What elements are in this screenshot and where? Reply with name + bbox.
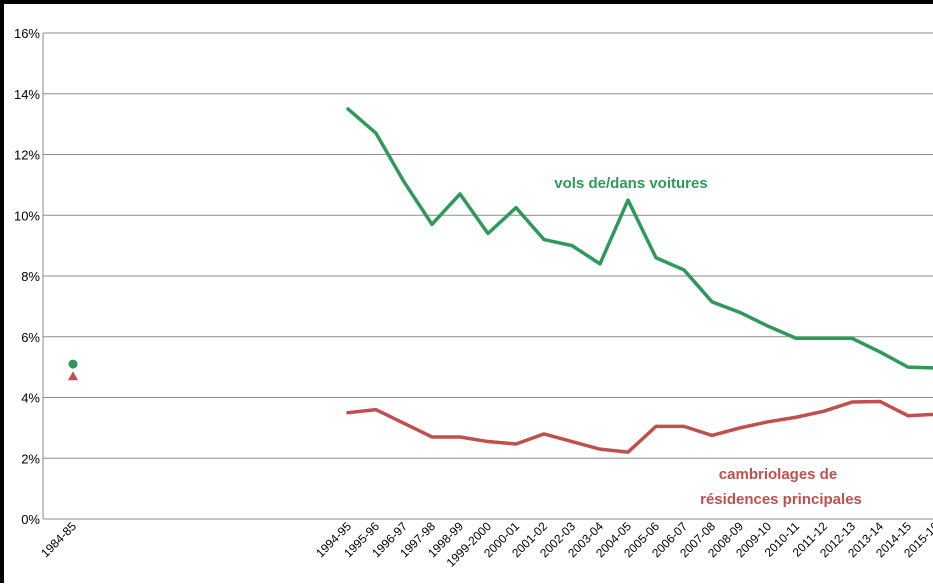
series-label-vols: vols de/dans voitures	[554, 175, 707, 192]
series-line-0	[346, 107, 933, 370]
line-chart: 0% 2% 4% 6% 8% 10% 12% 14% 16% 1984-85 1994-95199…	[14, 26, 933, 570]
y-tick-labels: 0% 2% 4% 6% 8% 10% 12% 14% 16%	[14, 26, 40, 527]
series-lines	[346, 107, 933, 454]
y-tick-label: 10%	[14, 208, 40, 223]
series-line-1	[346, 399, 933, 454]
y-tick-label: 12%	[14, 148, 40, 163]
series-markers	[68, 359, 78, 381]
marker-1984-0	[68, 359, 78, 369]
x-tick-labels: 1984-85 1994-951995-961996-971997-981998-…	[38, 519, 933, 570]
y-tick-label: 2%	[21, 451, 40, 466]
series-labels: vols de/dans voitures cambriolages de ré…	[554, 175, 862, 508]
y-tick-label: 0%	[21, 512, 40, 527]
axes	[42, 33, 933, 520]
gridlines	[43, 32, 933, 520]
series-label-cambriolages-line1: cambriolages de	[719, 466, 837, 483]
y-tick-label: 6%	[21, 330, 40, 345]
y-tick-label: 14%	[14, 87, 40, 102]
x-tick-label: 1984-85	[38, 519, 79, 560]
y-tick-label: 16%	[14, 26, 40, 41]
marker-1984-1	[68, 371, 78, 381]
series-label-cambriolages-line2: résidences principales	[700, 491, 862, 508]
y-tick-label: 4%	[21, 391, 40, 406]
y-tick-label: 8%	[21, 269, 40, 284]
